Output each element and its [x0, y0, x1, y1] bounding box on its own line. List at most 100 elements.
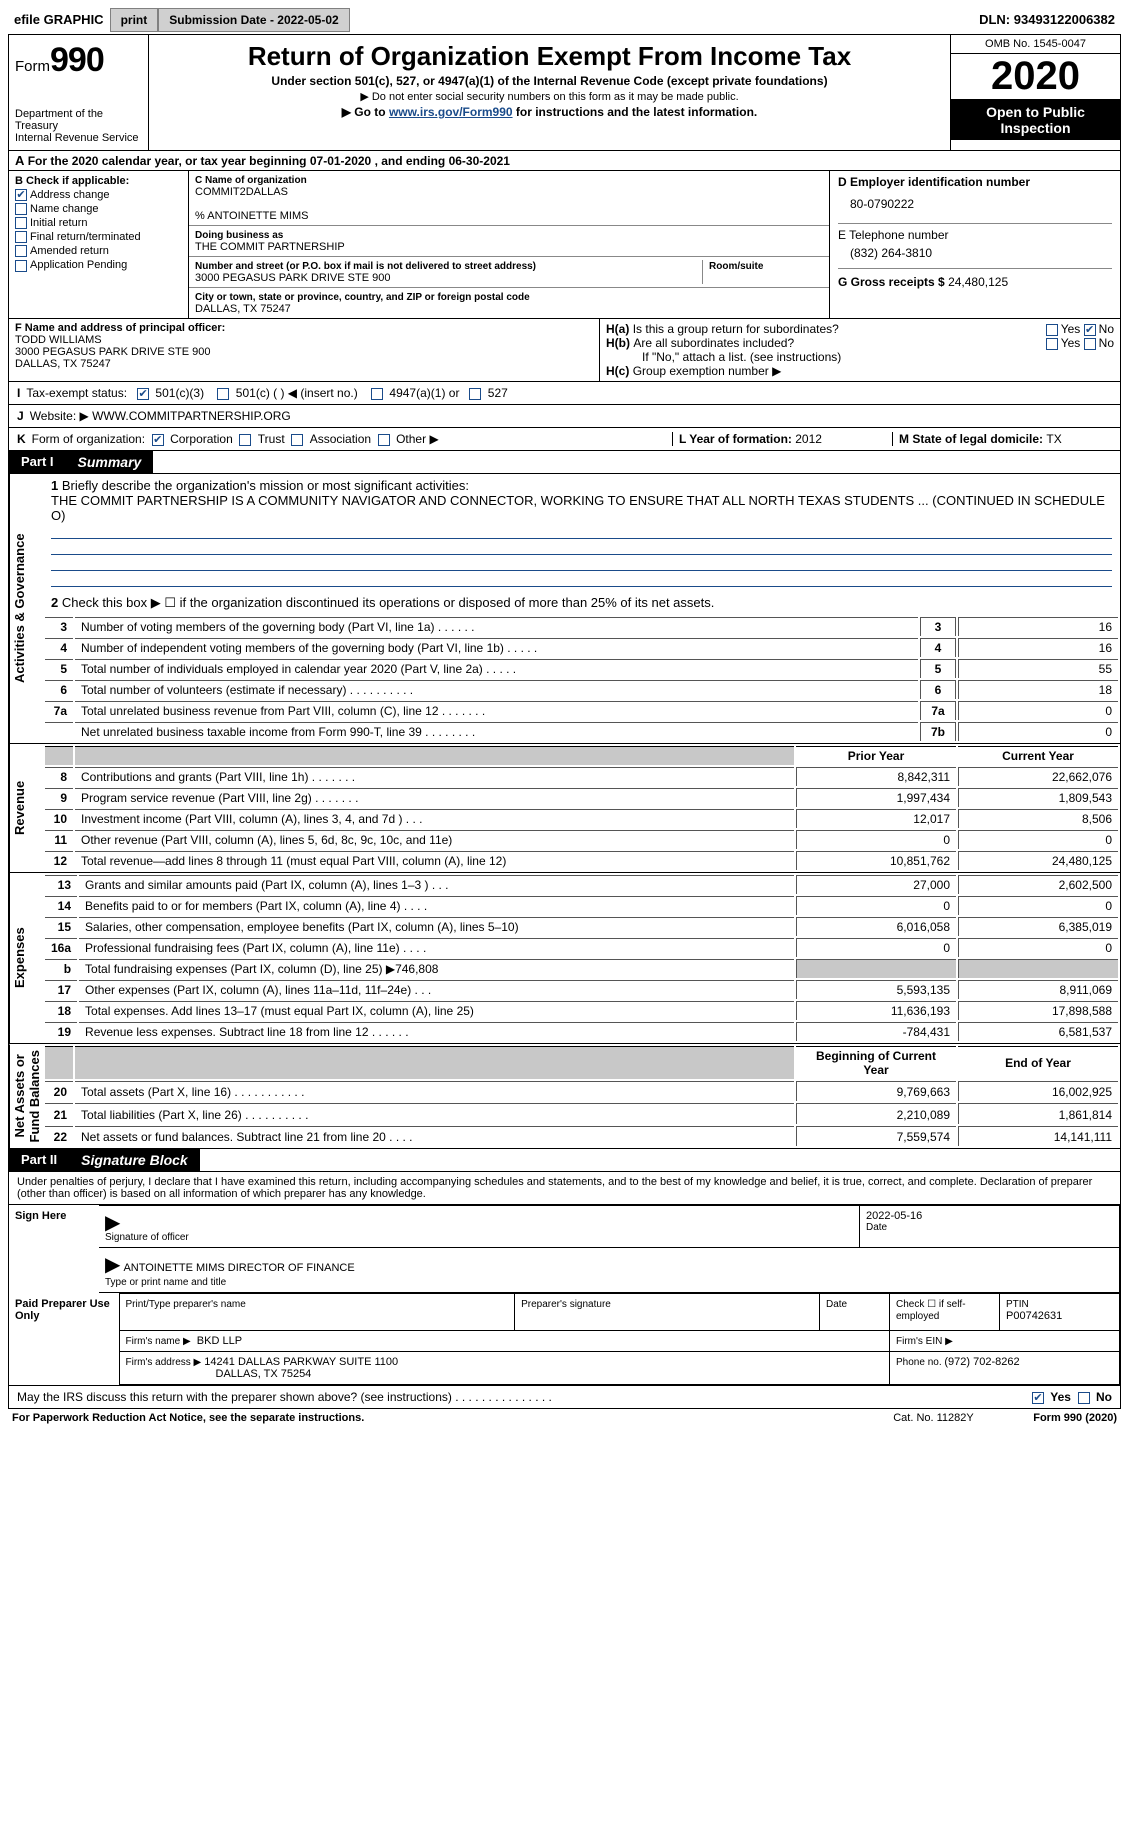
cbx-association[interactable]: [291, 434, 303, 446]
print-button[interactable]: print: [110, 8, 159, 32]
firm-address: 14241 DALLAS PARKWAY SUITE 1100: [204, 1356, 398, 1368]
dba: THE COMMIT PARTNERSHIP: [195, 241, 345, 253]
firm-name: BKD LLP: [197, 1335, 242, 1347]
org-info-grid: B Check if applicable: Address change Na…: [8, 171, 1121, 319]
table-row: 10Investment income (Part VIII, column (…: [45, 809, 1118, 828]
topbar: efile GRAPHIC print Submission Date - 20…: [8, 8, 1121, 32]
hb-yes-checkbox[interactable]: [1046, 338, 1058, 350]
submission-date-chip: Submission Date - 2022-05-02: [158, 8, 349, 32]
table-row: 16aProfessional fundraising fees (Part I…: [45, 938, 1118, 957]
subtitle3: ▶ Go to www.irs.gov/Form990 for instruct…: [159, 105, 940, 119]
net-assets-section: Net Assets or Fund Balances Beginning of…: [8, 1044, 1121, 1149]
table-row: 12Total revenue—add lines 8 through 11 (…: [45, 851, 1118, 870]
treasury-dept: Department of the Treasury: [15, 108, 142, 132]
cbx-501c[interactable]: [217, 388, 229, 400]
table-row: bTotal fundraising expenses (Part IX, co…: [45, 959, 1118, 978]
table-row: 19Revenue less expenses. Subtract line 1…: [45, 1022, 1118, 1041]
form990-link[interactable]: www.irs.gov/Form990: [389, 105, 513, 119]
omb-number: OMB No. 1545-0047: [951, 35, 1120, 54]
table-row: 8Contributions and grants (Part VIII, li…: [45, 767, 1118, 786]
cbx-application-pending[interactable]: Application Pending: [15, 259, 182, 271]
tel-label: E Telephone number: [838, 223, 1112, 242]
table-row: 6Total number of volunteers (estimate if…: [45, 680, 1118, 699]
table-row: 17Other expenses (Part IX, column (A), l…: [45, 980, 1118, 999]
form-title: Return of Organization Exempt From Incom…: [159, 41, 940, 72]
table-row: 11Other revenue (Part VIII, column (A), …: [45, 830, 1118, 849]
city-state-zip: DALLAS, TX 75247: [195, 303, 291, 315]
website-url: WWW.COMMITPARTNERSHIP.ORG: [92, 409, 291, 423]
form-header: Form990 Department of the Treasury Inter…: [8, 34, 1121, 151]
expenses-table: 13Grants and similar amounts paid (Part …: [43, 873, 1120, 1043]
discuss-yes-checkbox[interactable]: [1032, 1392, 1044, 1404]
cbx-other[interactable]: [378, 434, 390, 446]
box-b-label: B Check if applicable:: [15, 175, 182, 187]
officer-addr2: DALLAS, TX 75247: [15, 358, 111, 370]
cbx-initial-return[interactable]: Initial return: [15, 217, 182, 229]
hc-row: H(c) Group exemption number ▶: [606, 364, 1114, 378]
table-row: 21Total liabilities (Part X, line 26) . …: [45, 1103, 1118, 1123]
governance-table: 3Number of voting members of the governi…: [43, 615, 1120, 743]
ein-value: 80-0790222: [850, 197, 1112, 211]
care-of: % ANTOINETTE MIMS: [195, 210, 308, 222]
cbx-amended-return[interactable]: Amended return: [15, 245, 182, 257]
hb-row: H(b) Are all subordinates included? Yes …: [606, 336, 1114, 350]
subtitle2: ▶ Do not enter social security numbers o…: [159, 90, 940, 103]
footer: For Paperwork Reduction Act Notice, see …: [8, 1409, 1121, 1424]
cbx-address-change[interactable]: Address change: [15, 189, 182, 201]
table-row: 20Total assets (Part X, line 16) . . . .…: [45, 1081, 1118, 1101]
subtitle1: Under section 501(c), 527, or 4947(a)(1)…: [159, 74, 940, 88]
tax-exempt-row: ITax-exempt status: 501(c)(3) 501(c) ( )…: [17, 386, 1112, 400]
officer-addr1: 3000 PEGASUS PARK DRIVE STE 900: [15, 346, 210, 358]
firm-phone: (972) 702-8262: [944, 1356, 1019, 1368]
table-row: 4Number of independent voting members of…: [45, 638, 1118, 657]
penalty-statement: Under penalties of perjury, I declare th…: [8, 1172, 1121, 1205]
subdate: 2022-05-02: [277, 13, 338, 27]
officer-name: TODD WILLIAMS: [15, 334, 102, 346]
year-formation: 2012: [795, 432, 822, 446]
mission-text: THE COMMIT PARTNERSHIP IS A COMMUNITY NA…: [51, 493, 1105, 523]
sign-date: 2022-05-16: [866, 1210, 1113, 1222]
website-row: JWebsite: ▶ WWW.COMMITPARTNERSHIP.ORG: [8, 405, 1121, 428]
discuss-no-checkbox[interactable]: [1078, 1392, 1090, 1404]
hb-no-checkbox[interactable]: [1084, 338, 1096, 350]
ha-row: H(a) Is this a group return for subordin…: [606, 322, 1114, 336]
officer-printed: ANTOINETTE MIMS DIRECTOR OF FINANCE: [123, 1262, 354, 1274]
form-990-label: Form990: [15, 41, 142, 80]
discuss-row: May the IRS discuss this return with the…: [8, 1386, 1121, 1409]
subdate-label: Submission Date -: [169, 13, 277, 27]
table-row: 5Total number of individuals employed in…: [45, 659, 1118, 678]
governance-section: Activities & Governance 1 Briefly descri…: [8, 474, 1121, 744]
ein-label: D Employer identification number: [838, 175, 1112, 189]
state-domicile: TX: [1046, 432, 1061, 446]
part-ii-header: Part II Signature Block: [8, 1149, 1121, 1172]
net-assets-table: Beginning of Current YearEnd of Year 20T…: [43, 1044, 1120, 1148]
table-row: 22Net assets or fund balances. Subtract …: [45, 1126, 1118, 1147]
cbx-501c3[interactable]: [137, 388, 149, 400]
irs-label: Internal Revenue Service: [15, 132, 142, 144]
cbx-name-change[interactable]: Name change: [15, 203, 182, 215]
org-name: COMMIT2DALLAS: [195, 186, 288, 198]
table-row: 15Salaries, other compensation, employee…: [45, 917, 1118, 936]
telephone: (832) 264-3810: [850, 246, 1112, 260]
table-row: 13Grants and similar amounts paid (Part …: [45, 875, 1118, 894]
part-i-header: Part I Summary: [8, 451, 1121, 474]
cbx-final-return[interactable]: Final return/terminated: [15, 231, 182, 243]
hb-ifno: If "No," attach a list. (see instruction…: [606, 350, 1114, 364]
cbx-527[interactable]: [469, 388, 481, 400]
officer-group-row: F Name and address of principal officer:…: [8, 319, 1121, 382]
revenue-table: Prior YearCurrent Year 8Contributions an…: [43, 744, 1120, 872]
cbx-corporation[interactable]: [152, 434, 164, 446]
table-row: 14Benefits paid to or for members (Part …: [45, 896, 1118, 915]
tax-year-range: A For the 2020 calendar year, or tax yea…: [8, 151, 1121, 171]
expenses-section: Expenses 13Grants and similar amounts pa…: [8, 873, 1121, 1044]
ptin: P00742631: [1006, 1310, 1062, 1322]
cbx-trust[interactable]: [239, 434, 251, 446]
cbx-4947[interactable]: [371, 388, 383, 400]
open-public-badge: Open to Public Inspection: [951, 100, 1120, 140]
ha-yes-checkbox[interactable]: [1046, 324, 1058, 336]
signature-block: Sign Here ▶ Signature of officer 2022-05…: [8, 1205, 1121, 1386]
klm-row: KForm of organization: Corporation Trust…: [8, 428, 1121, 451]
dln: DLN: 93493122006382: [973, 8, 1121, 32]
ha-no-checkbox[interactable]: [1084, 324, 1096, 336]
table-row: Net unrelated business taxable income fr…: [45, 722, 1118, 741]
